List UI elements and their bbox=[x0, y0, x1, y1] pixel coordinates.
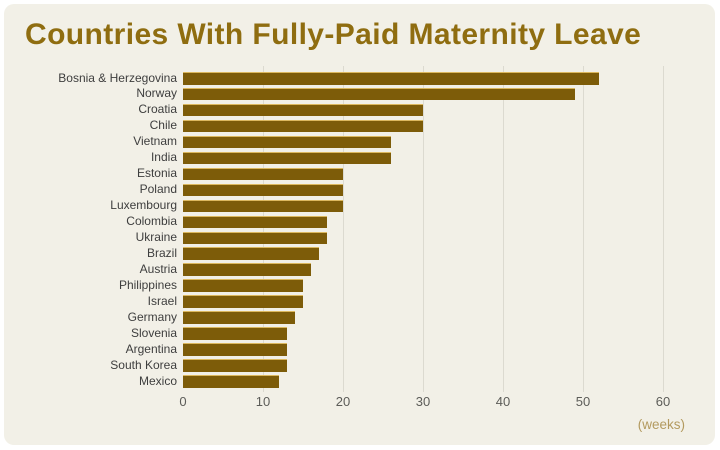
bar bbox=[183, 119, 423, 133]
bar bbox=[183, 199, 343, 213]
gridline-20 bbox=[343, 66, 344, 392]
category-label: Ukraine bbox=[135, 230, 177, 244]
gridline-40 bbox=[503, 66, 504, 392]
bar bbox=[183, 103, 423, 117]
bar bbox=[183, 359, 287, 372]
x-tick-label: 0 bbox=[179, 394, 187, 409]
x-tick-label: 50 bbox=[575, 394, 591, 409]
category-label: Luxembourg bbox=[110, 198, 177, 213]
category-label: Brazil bbox=[146, 245, 177, 260]
bar bbox=[183, 231, 327, 244]
gridline-10 bbox=[263, 66, 264, 392]
bar bbox=[183, 183, 343, 197]
category-label: Austria bbox=[139, 261, 177, 276]
bar bbox=[183, 87, 575, 101]
category-label: Vietnam bbox=[133, 134, 177, 149]
category-label: Germany bbox=[127, 309, 177, 324]
bar bbox=[183, 167, 343, 181]
bar bbox=[183, 343, 287, 356]
category-label: Croatia bbox=[138, 102, 177, 117]
gridline-50 bbox=[583, 66, 584, 392]
gridline-60 bbox=[663, 66, 664, 392]
bar bbox=[183, 247, 319, 260]
category-label: Estonia bbox=[136, 166, 177, 181]
category-label: India bbox=[150, 150, 177, 165]
bar bbox=[183, 311, 295, 324]
bar bbox=[183, 135, 391, 149]
bar bbox=[183, 151, 391, 165]
category-label: Colombia bbox=[126, 214, 177, 229]
axis-unit-label: (weeks) bbox=[637, 417, 685, 432]
x-tick-label: 40 bbox=[495, 394, 511, 409]
category-label: Slovenia bbox=[130, 325, 177, 340]
x-tick-label: 20 bbox=[335, 394, 351, 409]
x-tick-label: 60 bbox=[655, 394, 671, 409]
category-label: Chile bbox=[149, 118, 177, 133]
category-label: Norway bbox=[136, 86, 177, 101]
category-label: Poland bbox=[139, 182, 177, 197]
bar bbox=[183, 327, 287, 340]
bar bbox=[183, 215, 327, 229]
category-label: Mexico bbox=[138, 373, 177, 388]
category-label: South Korea bbox=[110, 357, 177, 372]
x-tick-label: 10 bbox=[255, 394, 271, 409]
page-title: Countries With Fully-Paid Maternity Leav… bbox=[25, 18, 642, 51]
category-label: Israel bbox=[147, 293, 177, 308]
bar bbox=[183, 279, 303, 292]
category-label: Philippines bbox=[118, 277, 177, 292]
gridline-30 bbox=[423, 66, 424, 392]
bar bbox=[183, 263, 311, 276]
x-tick-label: 30 bbox=[415, 394, 431, 409]
bar bbox=[183, 375, 279, 388]
bar bbox=[183, 295, 303, 308]
bar bbox=[183, 72, 599, 85]
category-label: Argentina bbox=[125, 341, 177, 356]
category-label: Bosnia & Herzegovina bbox=[58, 70, 177, 85]
